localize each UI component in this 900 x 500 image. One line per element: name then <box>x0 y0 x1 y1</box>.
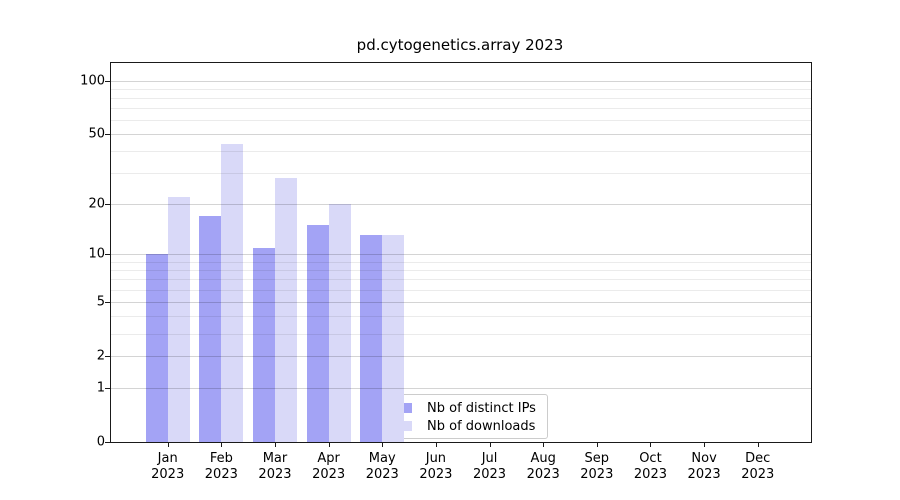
legend-item-distinct_ips: Nb of distinct IPs <box>388 400 539 416</box>
month-name: Apr <box>317 451 340 466</box>
month-year: 2023 <box>472 467 507 482</box>
month-name: Jul <box>481 451 498 466</box>
minor-gridline-60 <box>111 120 811 122</box>
x-tick-mar <box>274 442 276 447</box>
month-year: 2023 <box>741 467 775 482</box>
x-tick-jul <box>489 442 491 447</box>
y-tick-20 <box>105 203 110 205</box>
minor-gridline-30 <box>111 173 811 175</box>
month-year: 2023 <box>419 467 453 482</box>
month-year: 2023 <box>312 467 346 482</box>
x-tick-nov <box>704 442 706 447</box>
month-name: Jan <box>157 451 178 466</box>
y-tick-label-0: 0 <box>96 434 105 450</box>
bar-downloads-mar <box>274 178 297 442</box>
x-tick-label-dec: Dec 2023 <box>728 451 788 483</box>
x-tick-oct <box>650 442 652 447</box>
x-tick-may <box>382 442 384 447</box>
legend-label-distinct_ips: Nb of distinct IPs <box>427 400 536 416</box>
y-tick-0 <box>105 442 110 443</box>
month-year: 2023 <box>526 467 560 482</box>
major-gridline-20 <box>111 203 811 205</box>
y-tick-label-5: 5 <box>96 294 105 310</box>
major-gridline-50 <box>111 134 811 136</box>
bar-downloads-may <box>382 235 405 442</box>
major-gridline-100 <box>111 80 811 82</box>
y-tick-label-100: 100 <box>80 73 105 89</box>
x-tick-label-apr: Apr 2023 <box>299 451 359 483</box>
x-tick-label-sep: Sep 2023 <box>567 451 627 483</box>
x-tick-feb <box>221 442 223 447</box>
month-name: May <box>368 451 396 466</box>
month-name: Jun <box>425 451 447 466</box>
legend: Nb of distinct IPs Nb of downloads <box>379 394 548 439</box>
bar-distinct_ips-jan <box>145 254 168 442</box>
legend-item-downloads: Nb of downloads <box>388 418 539 434</box>
month-name: Nov <box>691 451 717 466</box>
month-year: 2023 <box>687 467 721 482</box>
y-tick-label-20: 20 <box>88 196 105 212</box>
bar-distinct_ips-mar <box>252 247 275 442</box>
month-year: 2023 <box>151 467 185 482</box>
month-year: 2023 <box>365 467 399 482</box>
bar-downloads-feb <box>221 144 244 442</box>
month-name: Feb <box>209 451 233 466</box>
x-tick-jun <box>435 442 437 447</box>
y-tick-label-1: 1 <box>96 380 105 396</box>
y-tick-100 <box>105 80 110 82</box>
y-tick-label-10: 10 <box>88 246 105 262</box>
month-year: 2023 <box>633 467 667 482</box>
minor-gridline-40 <box>111 151 811 153</box>
x-tick-jan <box>167 442 169 447</box>
x-tick-label-feb: Feb 2023 <box>191 451 251 483</box>
month-name: Dec <box>745 451 771 466</box>
x-tick-aug <box>543 442 545 447</box>
chart-title: pd.cytogenetics.array 2023 <box>356 36 564 54</box>
bar-distinct_ips-feb <box>199 215 222 442</box>
month-name: Aug <box>530 451 556 466</box>
month-year: 2023 <box>580 467 614 482</box>
month-name: Oct <box>639 451 662 466</box>
y-tick-2 <box>105 356 110 358</box>
x-tick-label-jun: Jun 2023 <box>406 451 466 483</box>
x-tick-label-jul: Jul 2023 <box>460 451 520 483</box>
x-tick-label-nov: Nov 2023 <box>674 451 734 483</box>
minor-gridline-80 <box>111 98 811 100</box>
bar-downloads-jan <box>167 196 190 442</box>
month-name: Sep <box>584 451 610 466</box>
minor-gridline-70 <box>111 108 811 110</box>
month-year: 2023 <box>258 467 292 482</box>
x-tick-dec <box>757 442 759 447</box>
minor-gridline-90 <box>111 88 811 90</box>
y-tick-1 <box>105 387 110 389</box>
legend-label-downloads: Nb of downloads <box>427 418 536 434</box>
x-tick-label-aug: Aug 2023 <box>513 451 573 483</box>
y-tick-5 <box>105 301 110 303</box>
x-tick-label-mar: Mar 2023 <box>245 451 305 483</box>
plot-area: Nb of distinct IPs Nb of downloads 0 1 2 5 10… <box>80 62 812 482</box>
bar-distinct_ips-may <box>360 235 383 442</box>
x-tick-sep <box>596 442 598 447</box>
x-tick-label-jan: Jan 2023 <box>138 451 198 483</box>
bar-distinct_ips-apr <box>306 225 329 442</box>
bar-downloads-apr <box>328 203 351 442</box>
x-tick-apr <box>328 442 330 447</box>
y-tick-50 <box>105 134 110 136</box>
y-tick-label-2: 2 <box>96 348 105 364</box>
y-tick-10 <box>105 254 110 256</box>
month-year: 2023 <box>204 467 238 482</box>
x-tick-label-may: May 2023 <box>352 451 412 483</box>
month-name: Mar <box>262 451 288 466</box>
y-tick-label-50: 50 <box>88 126 105 142</box>
x-tick-label-oct: Oct 2023 <box>620 451 680 483</box>
